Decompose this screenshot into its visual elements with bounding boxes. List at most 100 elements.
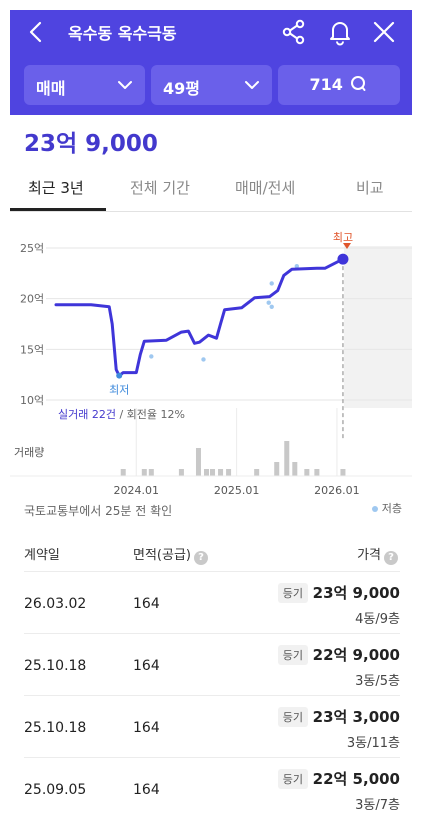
row-floor: 3동/5층 [355, 674, 400, 689]
row-area: 164 [133, 720, 160, 736]
row-floor: 3동/7층 [355, 798, 400, 813]
volume-bar [226, 469, 232, 476]
volume-bar [204, 469, 209, 476]
volume-bar [292, 462, 298, 476]
table-row[interactable]: 26.03.02 164 등기 23억 9,000 4동/9층 [24, 571, 400, 633]
area-help-icon[interactable]: ? [193, 551, 208, 565]
row-price: 22억 5,000 [312, 770, 400, 788]
search-icon [351, 76, 366, 91]
volume-label: 거래량 [14, 446, 45, 459]
row-area: 164 [133, 658, 160, 674]
period-tabs: 최근 3년 전체 기간 매매/전세 비교 [10, 172, 412, 212]
header-date: 계약일 [24, 548, 60, 563]
header-bar: 옥수동 옥수극동 매매 49평 [10, 10, 412, 115]
volume-bar [120, 469, 126, 476]
tab-recent-3-years[interactable]: 최근 3년 [28, 179, 84, 197]
trade-count: 실거래 22건 [58, 408, 116, 421]
volume-bar [304, 469, 310, 476]
deal-type-dropdown[interactable]: 매매 [24, 65, 145, 105]
price-history-chart[interactable]: 25억 20억 15억 10억 2024.01 2025.01 2026.01 최고 최저 [10, 222, 412, 494]
max-marker-arrow-icon [343, 243, 351, 249]
low-floor-legend: 저층 [371, 500, 402, 516]
header-area: 면적(공급)? [133, 544, 208, 565]
volume-bar [218, 469, 224, 476]
row-date: 25.10.18 [24, 658, 87, 674]
legend-label: 저층 [381, 502, 402, 515]
notification-bell-icon[interactable] [326, 18, 354, 46]
back-arrow-icon[interactable] [24, 19, 48, 45]
app-frame: 옥수동 옥수극동 매매 49평 [10, 10, 412, 822]
registered-badge: 등기 [277, 583, 308, 603]
max-label: 최고 [333, 231, 353, 244]
header-price: 가격? [357, 544, 398, 565]
x-tick-label: 2025.01 [214, 484, 260, 494]
chevron-down-icon [118, 81, 132, 89]
registered-badge: 등기 [277, 769, 308, 789]
price-help-icon[interactable]: ? [384, 551, 398, 565]
row-price: 22억 9,000 [312, 646, 400, 664]
row-date: 25.09.05 [24, 782, 87, 798]
tab-all-period[interactable]: 전체 기간 [130, 179, 190, 197]
volume-bar [314, 469, 320, 476]
row-date: 25.10.18 [24, 720, 87, 736]
volume-bar [254, 469, 260, 476]
volume-bar [284, 441, 290, 476]
y-tick-label: 10억 [20, 394, 44, 407]
table-row[interactable]: 25.10.18 164 등기 23억 3,000 3동/11층 [24, 695, 400, 757]
low-floor-point [266, 300, 271, 305]
price-line [54, 257, 345, 378]
future-shaded-area [344, 246, 412, 408]
volume-bar [148, 469, 154, 476]
data-source-note: 국토교통부에서 25분 전 확인 [24, 504, 173, 518]
header-area-label: 면적(공급) [133, 548, 191, 563]
row-date: 26.03.02 [24, 596, 87, 612]
close-icon[interactable] [370, 18, 398, 46]
low-floor-point [269, 304, 274, 309]
chevron-down-icon [245, 81, 259, 89]
min-price-point[interactable] [116, 372, 123, 379]
x-tick-label: 2026.01 [314, 484, 360, 494]
row-floor: 4동/9층 [355, 612, 400, 627]
size-value: 49평 [163, 79, 200, 98]
turnover-rate: / 회전율 12% [115, 408, 185, 421]
table-row[interactable]: 25.09.05 164 등기 22억 5,000 3동/7층 [24, 757, 400, 819]
listing-count: 714 [309, 75, 343, 94]
volume-bar [141, 469, 147, 476]
row-area: 164 [133, 596, 160, 612]
registered-badge: 등기 [277, 707, 308, 727]
registered-badge: 등기 [277, 645, 308, 665]
tab-compare[interactable]: 비교 [356, 179, 384, 197]
share-icon[interactable] [280, 18, 308, 46]
size-dropdown[interactable]: 49평 [151, 65, 272, 105]
table-row[interactable]: 25.10.18 164 등기 22억 9,000 3동/5층 [24, 633, 400, 695]
current-price: 23억 9,000 [24, 131, 158, 157]
trade-stats: 실거래 22건 / 회전율 12% [58, 406, 185, 422]
deal-type-value: 매매 [36, 79, 66, 98]
low-floor-point [294, 264, 299, 269]
volume-bar [195, 448, 201, 476]
header-price-label: 가격 [357, 548, 381, 563]
active-tab-indicator [10, 208, 106, 211]
listings-search-button[interactable]: 714 [278, 65, 400, 105]
y-tick-label: 15억 [20, 343, 44, 356]
x-tick-label: 2024.01 [114, 484, 160, 494]
low-floor-point [149, 354, 154, 359]
tab-sale-jeonse[interactable]: 매매/전세 [235, 179, 296, 197]
low-floor-point [201, 357, 206, 362]
low-floor-dot-icon [371, 506, 378, 512]
volume-bar [178, 469, 184, 476]
min-label: 최저 [109, 384, 129, 397]
y-tick-label: 20억 [20, 293, 44, 306]
page-title: 옥수동 옥수극동 [68, 24, 177, 43]
volume-bar [210, 469, 216, 476]
volume-bar [340, 469, 346, 476]
row-floor: 3동/11층 [346, 736, 400, 751]
row-area: 164 [133, 782, 160, 798]
row-price: 23억 3,000 [312, 708, 400, 726]
low-floor-point [269, 281, 274, 286]
max-price-point[interactable] [337, 253, 349, 265]
transactions-table-header: 계약일 면적(공급)? 가격? [10, 544, 412, 572]
volume-bar [274, 462, 280, 476]
y-tick-label: 25억 [20, 242, 44, 255]
row-price: 23억 9,000 [312, 584, 400, 602]
